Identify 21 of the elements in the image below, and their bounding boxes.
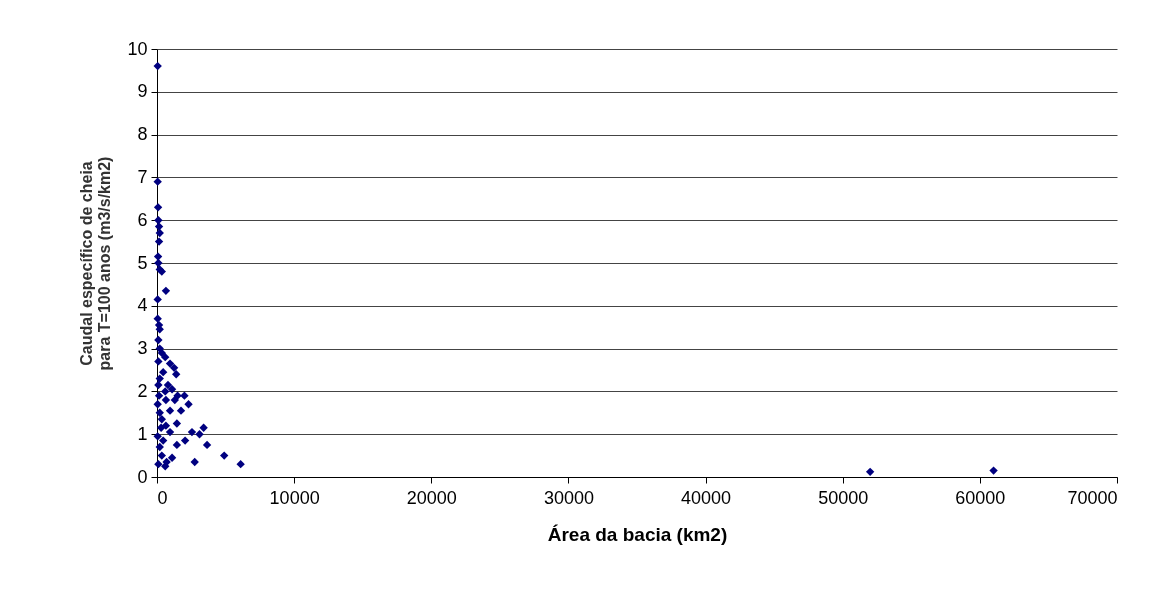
y-tick-label: 3 [137,338,148,359]
x-tick-label: 70000 [1067,487,1118,508]
x-tick-label: 20000 [406,487,457,508]
y-tick-label: 0 [137,466,148,487]
x-tick-label: 30000 [543,487,594,508]
x-tick-label: 0 [157,487,168,508]
x-tick-label: 60000 [955,487,1006,508]
y-tick-label: 8 [137,124,148,145]
x-tick-label: 10000 [269,487,320,508]
y-tick-label: 5 [137,252,148,273]
x-axis-title: Área da bacia (km2) [547,523,728,545]
y-tick-label: 4 [137,295,148,316]
y-tick-label: 6 [137,209,148,230]
y-tick-label: 2 [137,380,148,401]
y-tick-label: 7 [137,166,148,187]
y-axis-title: Caudal específico de cheia para T=100 anos (m3/s/km2) [78,156,114,371]
y-tick-label: 1 [137,423,148,444]
y-tick-label: 10 [127,38,148,59]
y-tick-label: 9 [137,81,148,102]
x-tick-label: 50000 [818,487,869,508]
x-tick-label: 40000 [681,487,732,508]
